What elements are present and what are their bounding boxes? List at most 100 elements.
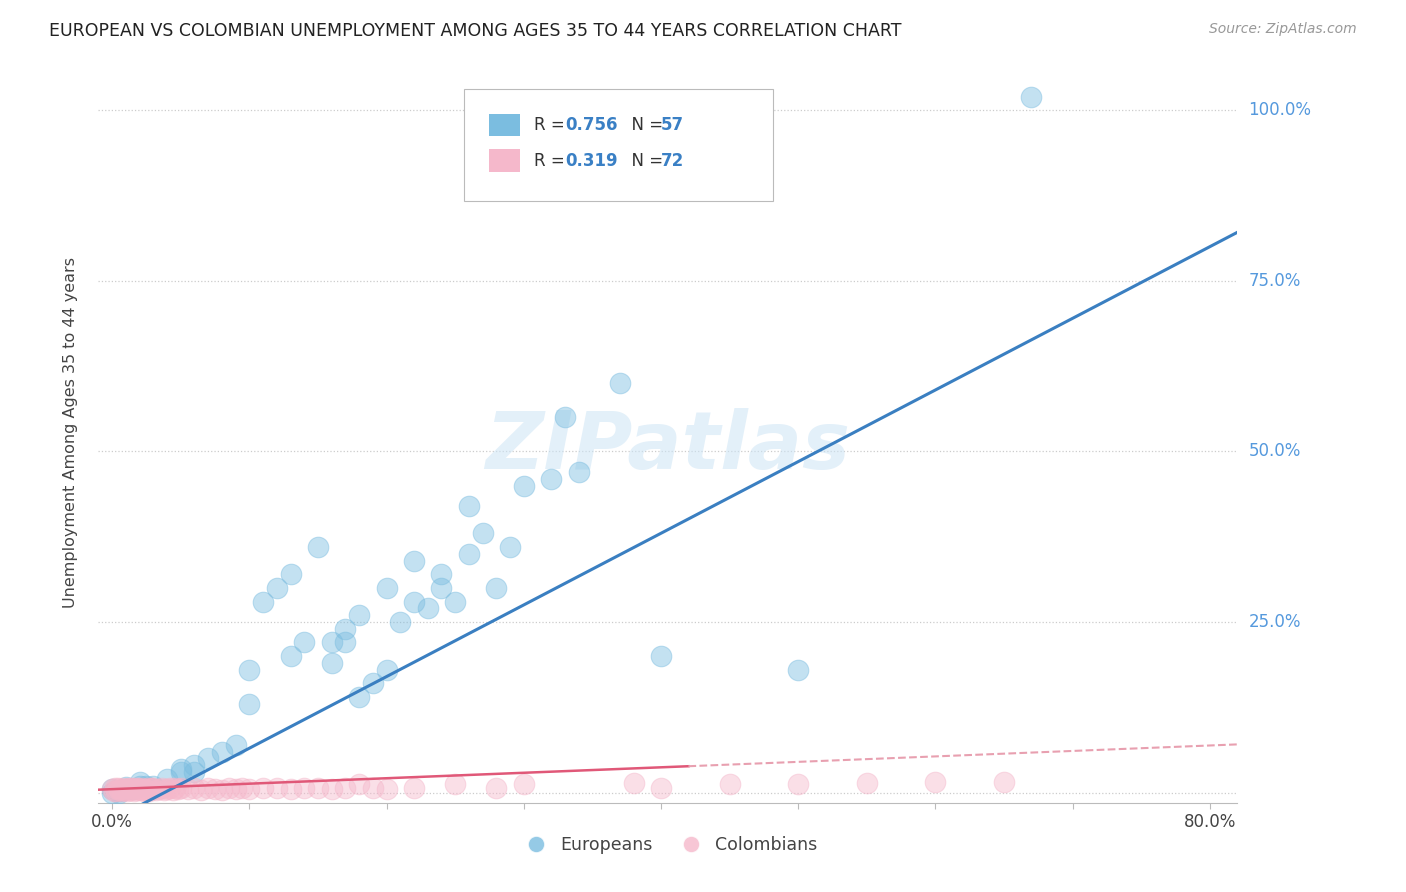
Text: 0.756: 0.756 bbox=[565, 116, 617, 134]
Text: 25.0%: 25.0% bbox=[1249, 613, 1301, 631]
Point bbox=[108, 784, 131, 798]
Text: ZIPatlas: ZIPatlas bbox=[485, 409, 851, 486]
Point bbox=[148, 782, 170, 797]
Point bbox=[153, 782, 176, 797]
Point bbox=[121, 782, 143, 797]
Point bbox=[211, 782, 233, 797]
Point bbox=[335, 781, 357, 796]
Text: 72: 72 bbox=[661, 152, 685, 169]
Point bbox=[499, 540, 522, 554]
Point bbox=[280, 782, 302, 797]
Point bbox=[218, 780, 240, 795]
Point bbox=[321, 782, 343, 797]
Point bbox=[132, 783, 155, 797]
Point bbox=[135, 779, 157, 793]
Y-axis label: Unemployment Among Ages 35 to 44 years: Unemployment Among Ages 35 to 44 years bbox=[63, 257, 77, 608]
Point bbox=[129, 782, 152, 797]
Point bbox=[138, 783, 160, 797]
Point bbox=[110, 782, 132, 797]
Point bbox=[471, 526, 494, 541]
Point bbox=[280, 567, 302, 582]
Point bbox=[120, 781, 142, 796]
Text: Source: ZipAtlas.com: Source: ZipAtlas.com bbox=[1209, 22, 1357, 37]
Point bbox=[128, 775, 150, 789]
Point bbox=[787, 777, 810, 791]
Point bbox=[139, 781, 162, 796]
Point bbox=[118, 782, 141, 797]
Point bbox=[993, 774, 1015, 789]
Point bbox=[159, 781, 181, 796]
Point bbox=[197, 751, 219, 765]
Point bbox=[361, 676, 384, 690]
Point bbox=[225, 782, 247, 797]
Point bbox=[122, 783, 145, 797]
Point bbox=[292, 781, 315, 796]
Point bbox=[131, 781, 153, 796]
Point bbox=[623, 776, 645, 790]
Point bbox=[101, 782, 124, 797]
Point bbox=[125, 782, 148, 797]
Point bbox=[127, 780, 149, 795]
Point bbox=[114, 782, 136, 797]
Point bbox=[444, 777, 467, 791]
Point bbox=[112, 781, 135, 796]
Point bbox=[924, 775, 946, 789]
Point bbox=[170, 765, 193, 780]
Point bbox=[485, 581, 508, 595]
Point bbox=[321, 635, 343, 649]
Point bbox=[101, 786, 124, 800]
Point bbox=[104, 781, 127, 796]
Point bbox=[211, 745, 233, 759]
Text: N =: N = bbox=[621, 152, 669, 169]
Point bbox=[225, 738, 247, 752]
Point bbox=[457, 499, 479, 513]
Point bbox=[361, 780, 384, 795]
Point bbox=[117, 780, 139, 795]
Point bbox=[183, 765, 205, 780]
Point bbox=[238, 697, 260, 711]
Point bbox=[238, 663, 260, 677]
Point bbox=[128, 779, 150, 793]
Point bbox=[280, 649, 302, 664]
Text: 57: 57 bbox=[661, 116, 683, 134]
Text: R =: R = bbox=[534, 152, 571, 169]
Point bbox=[183, 780, 205, 795]
Point bbox=[167, 782, 190, 797]
Point bbox=[115, 783, 138, 797]
Point bbox=[347, 777, 370, 791]
Point bbox=[197, 781, 219, 796]
Point bbox=[650, 781, 672, 796]
Point bbox=[124, 781, 146, 796]
Point bbox=[190, 782, 212, 797]
Text: R =: R = bbox=[534, 116, 571, 134]
Point bbox=[252, 781, 274, 796]
Text: 50.0%: 50.0% bbox=[1249, 442, 1301, 460]
Point bbox=[444, 594, 467, 608]
Point bbox=[568, 465, 591, 479]
Point bbox=[165, 780, 187, 795]
Point bbox=[266, 581, 288, 595]
Point bbox=[430, 567, 453, 582]
Point bbox=[176, 782, 198, 797]
Point bbox=[183, 758, 205, 772]
Point bbox=[430, 581, 453, 595]
Point bbox=[266, 780, 288, 795]
Point bbox=[150, 780, 173, 795]
Point bbox=[402, 594, 425, 608]
Point bbox=[170, 762, 193, 776]
Point bbox=[416, 601, 439, 615]
Text: 0.319: 0.319 bbox=[565, 152, 617, 169]
Point bbox=[103, 784, 125, 798]
Point bbox=[485, 780, 508, 795]
Point bbox=[142, 779, 165, 793]
Point bbox=[231, 781, 253, 796]
Point bbox=[1021, 89, 1043, 103]
Point bbox=[375, 581, 398, 595]
Point bbox=[145, 782, 167, 797]
Point bbox=[128, 782, 150, 797]
Point bbox=[375, 663, 398, 677]
Point bbox=[554, 410, 576, 425]
Point bbox=[402, 781, 425, 796]
Point bbox=[321, 656, 343, 670]
Point bbox=[389, 615, 412, 629]
